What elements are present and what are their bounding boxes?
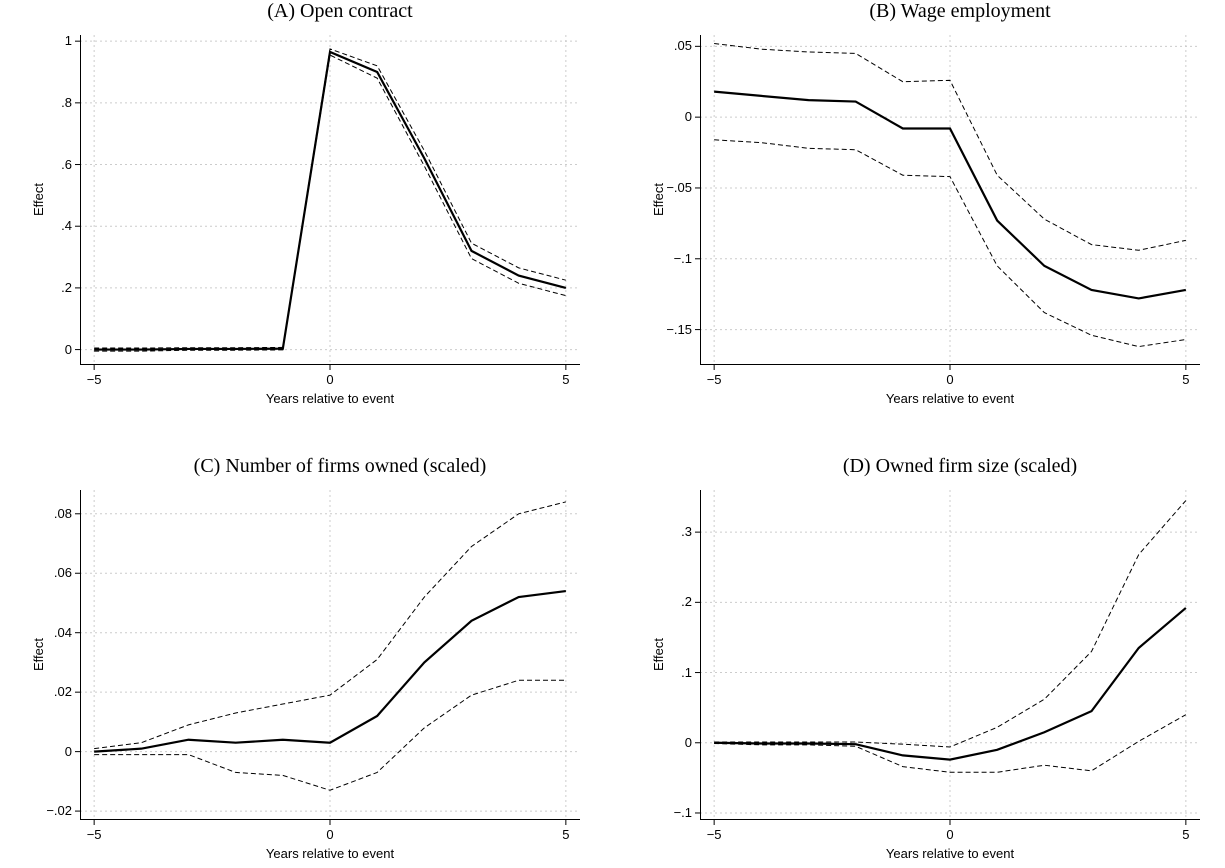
x-tick-label: −5	[74, 827, 114, 842]
y-axis-label: Effect	[31, 183, 46, 216]
y-tick-label: .02	[54, 684, 72, 699]
panel-title-d: (D) Owned firm size (scaled)	[740, 455, 1180, 478]
y-tick-label: .1	[681, 665, 692, 680]
y-tick-label: .08	[54, 506, 72, 521]
x-axis-label: Years relative to event	[80, 391, 580, 406]
y-tick-label: 0	[65, 744, 72, 759]
y-axis-label: Effect	[651, 183, 666, 216]
ci-upper-line	[94, 49, 566, 348]
y-tick-label: −.05	[666, 180, 692, 195]
x-tick-label: −5	[694, 372, 734, 387]
y-tick-label: −.15	[666, 322, 692, 337]
y-axis-label: Effect	[31, 638, 46, 671]
x-tick-label: −5	[74, 372, 114, 387]
y-tick-label: −.1	[674, 251, 692, 266]
panel-title-b: (B) Wage employment	[770, 0, 1150, 23]
panel-svg-d	[694, 490, 1200, 826]
y-axis-label: Effect	[651, 638, 666, 671]
y-tick-label: 1	[65, 33, 72, 48]
panel-plot-b	[700, 35, 1200, 365]
y-tick-label: .4	[61, 218, 72, 233]
panel-plot-d	[700, 490, 1200, 820]
panel-svg-b	[694, 35, 1200, 371]
y-tick-label: −.1	[674, 805, 692, 820]
x-axis-label: Years relative to event	[80, 846, 580, 861]
y-tick-label: .2	[61, 280, 72, 295]
x-axis-label: Years relative to event	[700, 391, 1200, 406]
panel-svg-a	[74, 35, 580, 371]
panel-plot-a	[80, 35, 580, 365]
y-tick-label: 0	[65, 342, 72, 357]
panel-plot-c	[80, 490, 580, 820]
y-tick-label: .6	[61, 157, 72, 172]
y-tick-label: .06	[54, 565, 72, 580]
x-tick-label: 0	[310, 372, 350, 387]
x-tick-label: 5	[1166, 827, 1206, 842]
x-tick-label: 5	[1166, 372, 1206, 387]
figure-grid: (A) Open contract−5050.2.4.6.81Years rel…	[0, 0, 1225, 868]
x-tick-label: 0	[930, 827, 970, 842]
y-tick-label: .8	[61, 95, 72, 110]
x-tick-label: 0	[930, 372, 970, 387]
y-tick-label: 0	[685, 735, 692, 750]
y-tick-label: .3	[681, 524, 692, 539]
panel-title-c: (C) Number of firms owned (scaled)	[120, 455, 560, 478]
x-tick-label: 0	[310, 827, 350, 842]
x-axis-label: Years relative to event	[700, 846, 1200, 861]
panel-svg-c	[74, 490, 580, 826]
y-tick-label: .04	[54, 625, 72, 640]
y-tick-label: .2	[681, 594, 692, 609]
x-tick-label: 5	[546, 827, 586, 842]
y-tick-label: .05	[674, 38, 692, 53]
y-tick-label: −.02	[46, 803, 72, 818]
x-tick-label: −5	[694, 827, 734, 842]
x-tick-label: 5	[546, 372, 586, 387]
y-tick-label: 0	[685, 109, 692, 124]
panel-title-a: (A) Open contract	[150, 0, 530, 23]
